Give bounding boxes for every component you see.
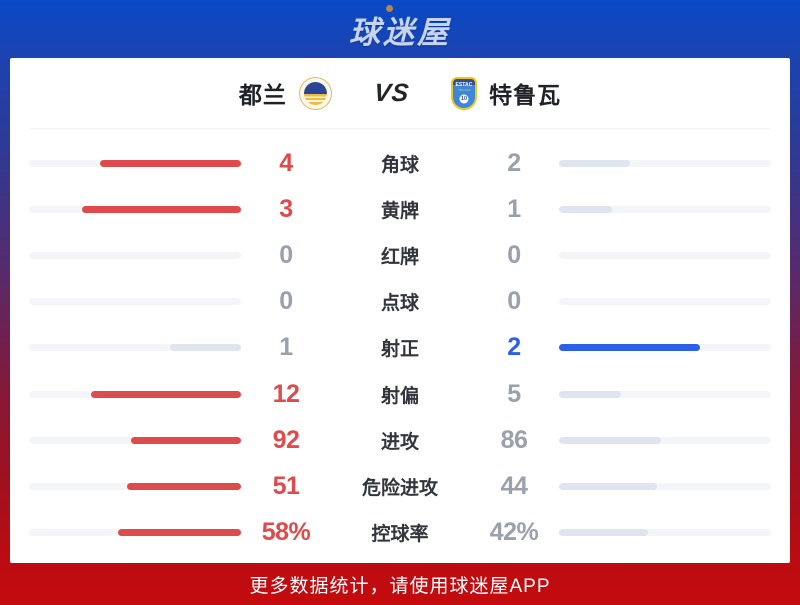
- home-stat-bar: [29, 390, 241, 398]
- stat-label: 红牌: [380, 246, 419, 268]
- stat-row: 51 危险进攻 44: [29, 463, 771, 509]
- home-team-badge-core: [303, 81, 327, 105]
- home-stat-bar-fill: [118, 529, 241, 537]
- away-stat-value: 0: [507, 287, 521, 316]
- stat-label: 角球: [380, 154, 419, 176]
- away-stat-bar: [559, 344, 771, 352]
- home-stat-value: 51: [272, 471, 300, 500]
- stat-label: 黄牌: [380, 200, 419, 222]
- away-stat-bar-fill: [559, 529, 649, 537]
- stats-list: 4 角球 2 3 黄牌 1 0 红牌 0 0 点球 0: [10, 140, 790, 556]
- away-stat-bar-fill: [559, 436, 662, 444]
- away-stat-value: 42%: [489, 518, 539, 547]
- away-badge-text: ESTAC: [455, 82, 473, 88]
- away-stat-bar-fill: [559, 482, 658, 490]
- stat-row: 12 射偏 5: [29, 371, 771, 417]
- stat-row: 3 黄牌 1: [29, 186, 771, 232]
- away-stat-value: 0: [507, 240, 521, 269]
- stat-row: 4 角球 2: [29, 140, 771, 186]
- home-stat-value: 12: [272, 379, 300, 408]
- home-stat-bar-fill: [82, 205, 241, 213]
- away-stat-bar: [559, 298, 771, 306]
- home-stat-value: 3: [279, 194, 293, 223]
- home-stat-bar: [29, 298, 241, 306]
- logo-ball-icon: [386, 4, 393, 12]
- home-stat-value: 1: [279, 333, 293, 362]
- home-stat-value: 58%: [261, 518, 311, 547]
- home-stat-bar: [29, 159, 241, 167]
- home-stat-value: 0: [279, 240, 293, 269]
- away-stat-value: 2: [507, 148, 521, 177]
- stats-card: 都兰 VS ESTAC TROYES 10 特鲁瓦 4 角球 2: [10, 58, 790, 563]
- stat-label: 射正: [380, 339, 419, 361]
- stat-label: 点球: [380, 293, 419, 315]
- away-stat-value: 86: [500, 425, 528, 454]
- away-badge-subtext: TROYES: [458, 88, 471, 92]
- header-divider: [30, 128, 770, 129]
- home-stat-bar: [29, 482, 241, 490]
- home-stat-bar-fill: [99, 159, 241, 167]
- home-team-badge: [298, 76, 332, 110]
- home-stat-value: 0: [279, 287, 293, 316]
- app-header: 球迷屋: [0, 0, 800, 58]
- away-team-badge: ESTAC TROYES 10: [451, 76, 478, 110]
- home-stat-bar: [29, 529, 241, 537]
- stat-row: 0 红牌 0: [29, 232, 771, 278]
- home-stat-value: 4: [279, 148, 293, 177]
- away-stat-value: 44: [500, 471, 528, 500]
- away-stat-bar: [559, 482, 771, 490]
- stat-row: 92 进攻 86: [29, 417, 771, 463]
- stat-row: 1 射正 2: [29, 325, 771, 371]
- match-header: 都兰 VS ESTAC TROYES 10 特鲁瓦: [10, 58, 790, 128]
- away-team-name: 特鲁瓦: [489, 82, 562, 108]
- away-stat-bar-fill: [559, 344, 701, 352]
- vs-label: VS: [372, 78, 411, 107]
- home-stat-bar-fill: [91, 390, 241, 398]
- app-logo: 球迷屋: [349, 4, 451, 52]
- stat-label: 射偏: [380, 385, 419, 407]
- home-stat-bar: [29, 344, 241, 352]
- away-stat-value: 5: [507, 379, 521, 408]
- footer-banner-text: 更多数据统计，请使用球迷屋APP: [249, 575, 551, 597]
- away-badge-number: 10: [459, 94, 469, 104]
- app-logo-text: 球迷屋: [349, 14, 451, 50]
- home-stat-bar: [29, 205, 241, 213]
- home-stat-bar: [29, 251, 241, 259]
- away-stat-bar-fill: [559, 159, 630, 167]
- away-stat-bar: [559, 390, 771, 398]
- away-stat-bar: [559, 251, 771, 259]
- stat-label: 危险进攻: [361, 477, 438, 499]
- away-stat-bar: [559, 436, 771, 444]
- away-stat-bar-fill: [559, 390, 622, 398]
- away-stat-value: 2: [507, 333, 521, 362]
- home-stat-value: 92: [272, 425, 300, 454]
- away-stat-bar: [559, 159, 771, 167]
- home-stat-bar-fill: [170, 344, 241, 352]
- footer-banner: 更多数据统计，请使用球迷屋APP: [0, 563, 800, 605]
- away-stat-value: 1: [507, 194, 521, 223]
- home-stat-bar: [29, 436, 241, 444]
- stat-label: 控球率: [371, 524, 429, 546]
- away-stat-bar-fill: [559, 205, 612, 213]
- home-stat-bar-fill: [131, 436, 241, 444]
- home-stat-bar-fill: [127, 482, 241, 490]
- home-team-name: 都兰: [238, 82, 287, 108]
- stat-row: 0 点球 0: [29, 279, 771, 325]
- away-stat-bar: [559, 205, 771, 213]
- stat-row: 58% 控球率 42%: [29, 510, 771, 556]
- stat-label: 进攻: [380, 431, 419, 453]
- away-stat-bar: [559, 529, 771, 537]
